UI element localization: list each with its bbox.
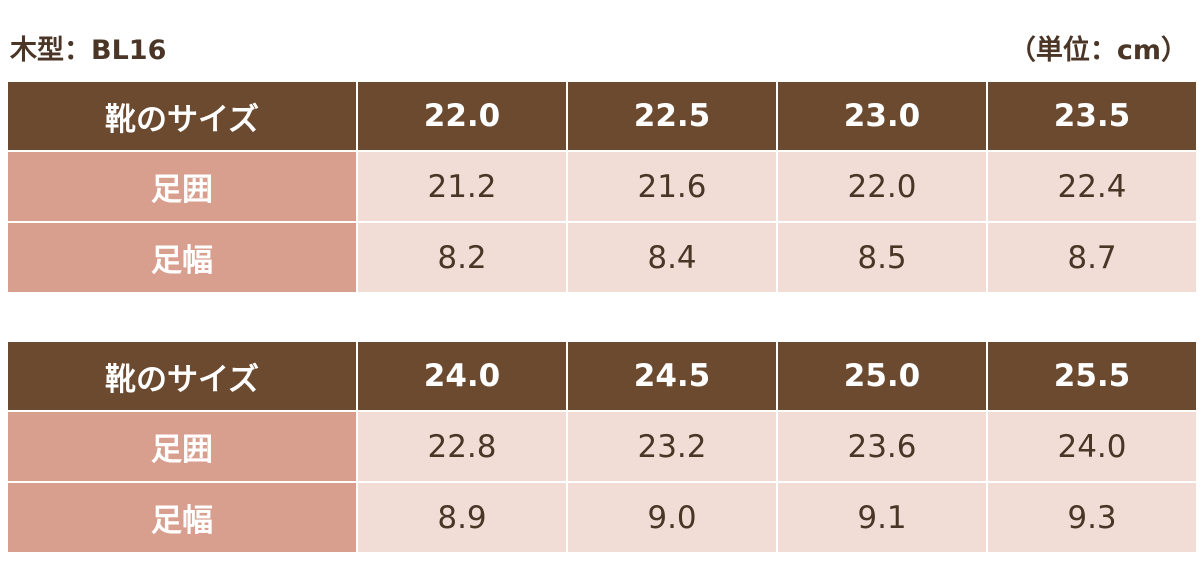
size-table: 靴のサイズ 24.0 24.5 25.0 25.5 足囲 22.8 23.2 2… (6, 340, 1198, 554)
value-cell: 23.2 (566, 410, 778, 483)
table-row: 足幅 8.2 8.4 8.5 8.7 (6, 221, 1198, 294)
size-cell: 22.0 (356, 80, 568, 152)
row-label-girth: 足囲 (6, 150, 358, 223)
size-table: 靴のサイズ 22.0 22.5 23.0 23.5 足囲 21.2 21.6 2… (6, 80, 1198, 294)
value-cell: 23.6 (776, 410, 988, 483)
table-header-row: 靴のサイズ 22.0 22.5 23.0 23.5 (6, 80, 1198, 152)
size-cell: 25.0 (776, 340, 988, 412)
value-cell: 22.0 (776, 150, 988, 223)
size-cell: 24.5 (566, 340, 778, 412)
value-cell: 21.6 (566, 150, 778, 223)
value-cell: 9.3 (986, 481, 1198, 554)
row-label-girth: 足囲 (6, 410, 358, 483)
unit-label: （単位：cm） (1008, 35, 1188, 66)
value-cell: 9.1 (776, 481, 988, 554)
value-cell: 8.2 (356, 221, 568, 294)
size-cell: 23.0 (776, 80, 988, 152)
value-cell: 8.4 (566, 221, 778, 294)
value-cell: 9.0 (566, 481, 778, 554)
value-cell: 8.9 (356, 481, 568, 554)
value-cell: 21.2 (356, 150, 568, 223)
size-cell: 23.5 (986, 80, 1198, 152)
shoe-size-header: 靴のサイズ (6, 80, 358, 152)
table-row: 足囲 21.2 21.6 22.0 22.4 (6, 150, 1198, 223)
value-cell: 24.0 (986, 410, 1198, 483)
table-row: 足囲 22.8 23.2 23.6 24.0 (6, 410, 1198, 483)
value-cell: 22.4 (986, 150, 1198, 223)
table-header-row: 靴のサイズ 24.0 24.5 25.0 25.5 (6, 340, 1198, 412)
table-row: 足幅 8.9 9.0 9.1 9.3 (6, 481, 1198, 554)
size-cell: 22.5 (566, 80, 778, 152)
row-label-width: 足幅 (6, 221, 358, 294)
size-cell: 24.0 (356, 340, 568, 412)
row-label-width: 足幅 (6, 481, 358, 554)
size-cell: 25.5 (986, 340, 1198, 412)
shoe-size-header: 靴のサイズ (6, 340, 358, 412)
page-title: 木型：BL16 (10, 35, 167, 66)
value-cell: 8.7 (986, 221, 1198, 294)
value-cell: 22.8 (356, 410, 568, 483)
value-cell: 8.5 (776, 221, 988, 294)
